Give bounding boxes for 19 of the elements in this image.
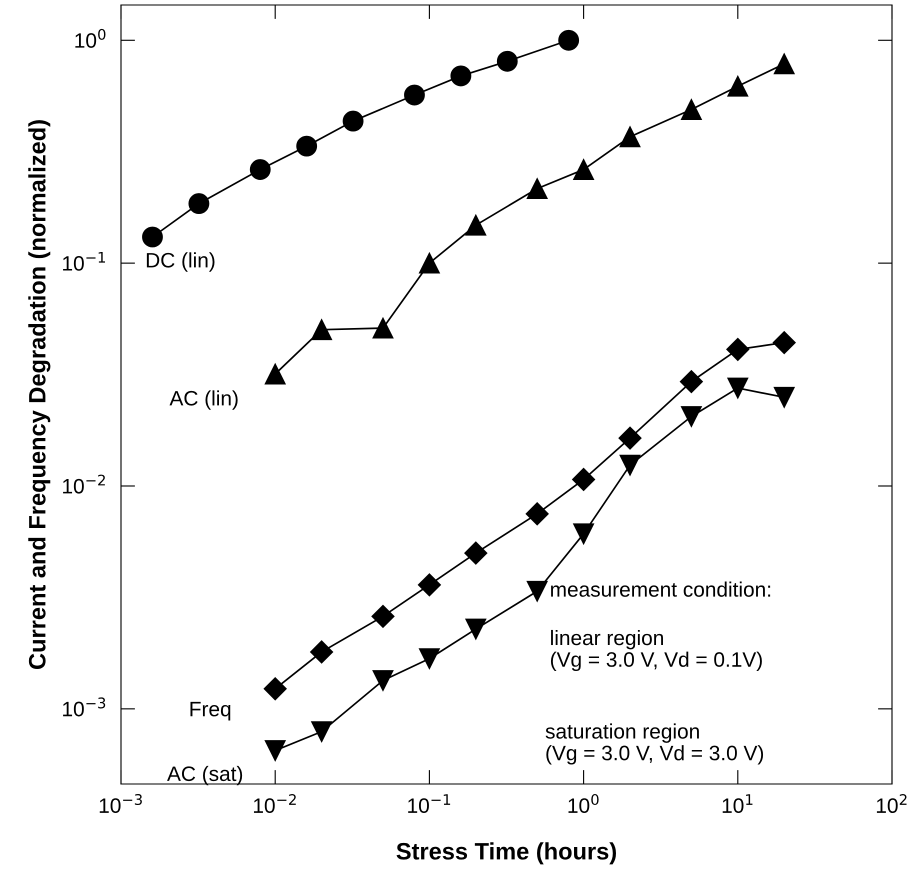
x-tick-label: 10$^{−2}$ [254, 794, 296, 814]
series-label: Freq [190, 702, 230, 721]
x-tick-label: 10$^{−3}$ [100, 794, 142, 814]
series-label: DC (lin) [146, 252, 214, 272]
series-label: AC (sat) [167, 766, 242, 786]
y-tick-label: 10$^{−3}$ [63, 697, 106, 716]
y-axis-title: Current and Frequency Degradation (normalized) [28, 120, 50, 670]
annotation: measurement condition: [551, 582, 770, 597]
y-tick-label: 10$^{−1}$ [63, 252, 106, 271]
x-tick-label: 10$^{2}$ [876, 794, 907, 814]
annotation: linear region (Vg = 3.0 V, Vd = 0.1V) [550, 630, 762, 672]
x-tick-label: 10$^{−1}$ [408, 794, 450, 814]
y-tick-label: 10$^{0}$ [75, 28, 106, 48]
x-tick-label: 10$^{1}$ [722, 794, 752, 814]
x-tick-label: 10$^{0}$ [568, 794, 599, 814]
annotation: saturation region (Vg = 3.0 V, Vd = 3.0 V) [546, 723, 764, 765]
y-tick-label: 10$^{−2}$ [63, 474, 105, 494]
x-axis-title: Stress Time (hours) [396, 842, 616, 864]
series-label: AC (lin) [170, 390, 238, 410]
